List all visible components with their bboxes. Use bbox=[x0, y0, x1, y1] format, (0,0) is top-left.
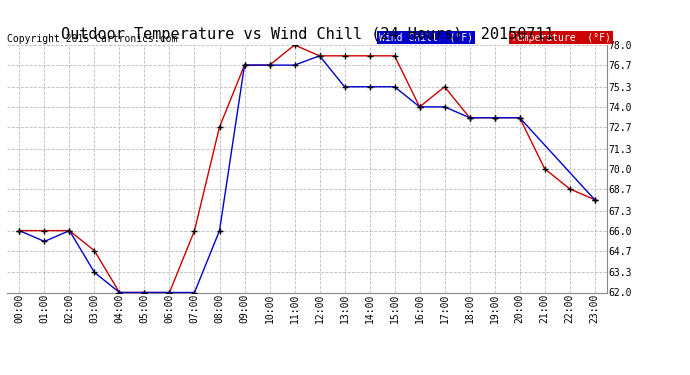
Text: Temperature  (°F): Temperature (°F) bbox=[511, 33, 611, 42]
Title: Outdoor Temperature vs Wind Chill (24 Hours)  20150711: Outdoor Temperature vs Wind Chill (24 Ho… bbox=[61, 27, 553, 42]
Text: Copyright 2015 Cartronics.com: Copyright 2015 Cartronics.com bbox=[7, 34, 177, 44]
Text: Wind Chill  (°F): Wind Chill (°F) bbox=[379, 33, 473, 42]
